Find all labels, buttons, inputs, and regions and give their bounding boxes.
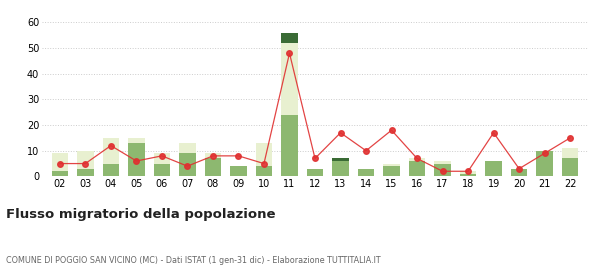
Bar [281,43,298,115]
Bar [511,169,527,176]
Bar [77,169,94,176]
Text: COMUNE DI POGGIO SAN VICINO (MC) - Dati ISTAT (1 gen-31 dic) - Elaborazione TUTT: COMUNE DI POGGIO SAN VICINO (MC) - Dati … [6,256,380,265]
Bar [205,158,221,176]
Bar [128,138,145,143]
Bar [179,153,196,176]
Text: Flusso migratorio della popolazione: Flusso migratorio della popolazione [6,208,275,221]
Bar [485,161,502,176]
Bar [383,164,400,166]
Bar [562,158,578,176]
Bar [154,153,170,164]
Bar [256,166,272,176]
Bar [409,158,425,161]
Bar [230,166,247,176]
Bar [536,151,553,176]
Bar [77,151,94,169]
Bar [409,161,425,176]
Bar [434,164,451,176]
Bar [103,164,119,176]
Bar [103,138,119,164]
Bar [179,143,196,153]
Bar [460,174,476,176]
Bar [332,161,349,176]
Bar [281,33,298,43]
Bar [383,166,400,176]
Bar [256,143,272,166]
Bar [332,158,349,161]
Bar [460,171,476,174]
Bar [52,171,68,176]
Bar [281,115,298,176]
Bar [562,148,578,158]
Bar [154,164,170,176]
Bar [358,169,374,176]
Bar [434,161,451,164]
Bar [307,169,323,176]
Bar [205,153,221,158]
Bar [128,143,145,176]
Bar [52,153,68,171]
